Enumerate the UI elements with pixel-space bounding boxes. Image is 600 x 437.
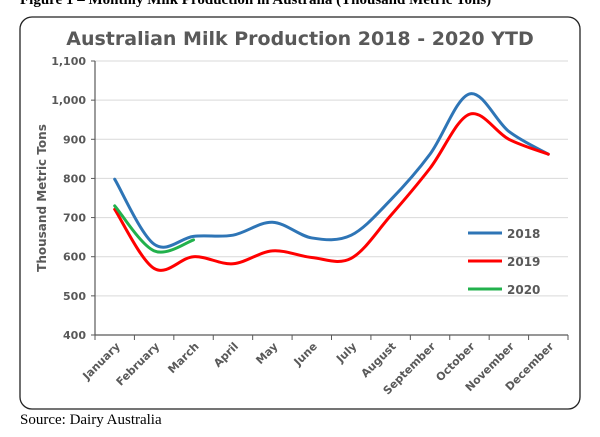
- y-tick-label: 1,000: [51, 94, 86, 107]
- chart-frame: [19, 16, 581, 410]
- y-tick-label: 700: [63, 212, 86, 225]
- y-tick-label: 1,100: [51, 55, 86, 68]
- source-note: Source: Dairy Australia: [20, 412, 162, 428]
- y-tick-label: 400: [63, 329, 86, 342]
- y-tick-label: 800: [63, 172, 86, 185]
- series-line-2020: [113, 204, 196, 254]
- y-tick-label: 500: [63, 290, 86, 303]
- series-line-2018: [113, 92, 550, 249]
- y-tick-label: 900: [63, 133, 86, 146]
- series-line-2019: [113, 112, 550, 272]
- y-axis-label: Thousand Metric Tons: [35, 124, 49, 272]
- legend-label-2020: 2020: [507, 283, 540, 297]
- figure-caption: Figure 1 – Monthly Milk Production in Au…: [20, 0, 492, 8]
- y-tick-label: 600: [63, 251, 86, 264]
- legend-label-2018: 2018: [507, 227, 540, 241]
- legend-label-2019: 2019: [507, 255, 540, 269]
- chart-title: Australian Milk Production 2018 - 2020 Y…: [66, 28, 534, 50]
